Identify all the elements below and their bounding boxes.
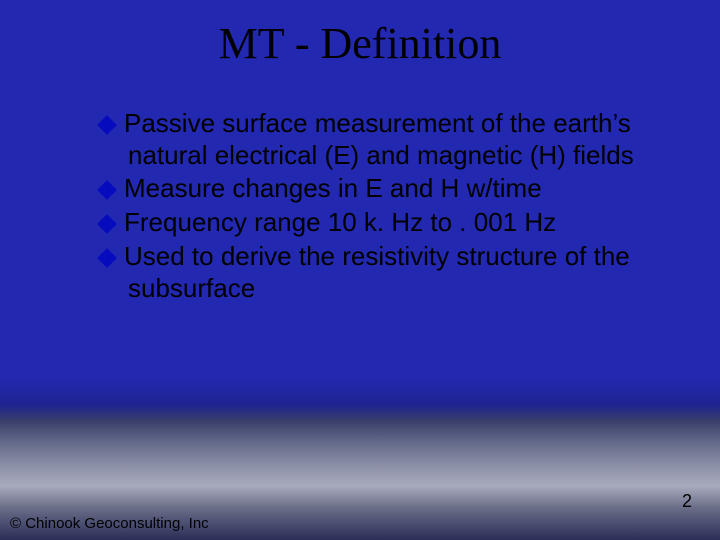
diamond-icon: [97, 248, 117, 268]
bullet-list: Passive surface measurement of the earth…: [100, 108, 650, 306]
diamond-icon: [97, 115, 117, 135]
diamond-icon: [97, 214, 117, 234]
slide-title: MT - Definition: [0, 18, 720, 69]
bullet-text: Frequency range 10 k. Hz to . 001 Hz: [124, 207, 556, 237]
bullet-item: Passive surface measurement of the earth…: [100, 108, 650, 171]
bullet-item: Used to derive the resistivity structure…: [100, 241, 650, 304]
bullet-text: Passive surface measurement of the earth…: [124, 108, 634, 170]
bullet-text: Used to derive the resistivity structure…: [124, 241, 630, 303]
diamond-icon: [97, 181, 117, 201]
bullet-item: Measure changes in E and H w/time: [100, 173, 650, 205]
slide: MT - Definition Passive surface measurem…: [0, 0, 720, 540]
bullet-item: Frequency range 10 k. Hz to . 001 Hz: [100, 207, 650, 239]
page-number: 2: [682, 491, 692, 512]
bullet-text: Measure changes in E and H w/time: [124, 173, 542, 203]
footer-copyright: © Chinook Geoconsulting, Inc: [10, 515, 209, 532]
